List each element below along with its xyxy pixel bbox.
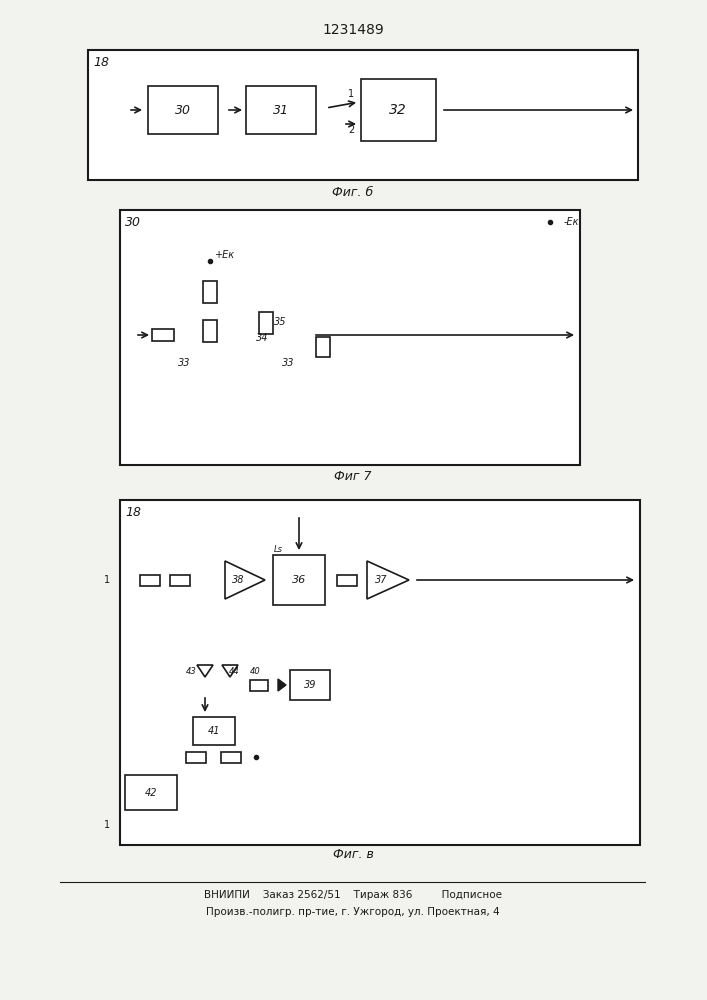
Text: 30: 30 — [175, 104, 191, 116]
Text: 44: 44 — [228, 666, 240, 676]
Polygon shape — [225, 561, 265, 599]
Text: 34: 34 — [256, 333, 268, 343]
Text: ВНИИПИ    Заказ 2562/51    Тираж 836         Подписное: ВНИИПИ Заказ 2562/51 Тираж 836 Подписное — [204, 890, 502, 900]
Text: Произв.-полигр. пр-тие, г. Ужгород, ул. Проектная, 4: Произв.-полигр. пр-тие, г. Ужгород, ул. … — [206, 907, 500, 917]
Text: 33: 33 — [177, 358, 190, 368]
Bar — [170, 574, 190, 585]
Text: 35: 35 — [274, 317, 286, 327]
Text: 1: 1 — [104, 820, 110, 830]
Bar — [337, 574, 357, 585]
Bar — [140, 574, 160, 585]
Text: 1: 1 — [104, 575, 110, 585]
Bar — [120, 210, 580, 465]
Text: 41: 41 — [208, 726, 221, 736]
Text: Ls: Ls — [274, 544, 283, 554]
Text: -Eк: -Eк — [564, 217, 580, 227]
Text: 1: 1 — [348, 89, 354, 99]
Bar — [120, 500, 640, 845]
Polygon shape — [367, 561, 409, 599]
Text: +Eк: +Eк — [215, 250, 235, 260]
Text: 2: 2 — [348, 125, 354, 135]
Bar — [186, 752, 206, 762]
Bar — [88, 50, 638, 180]
Text: 36: 36 — [292, 575, 306, 585]
Text: 18: 18 — [125, 506, 141, 520]
Bar — [273, 555, 325, 605]
Text: 38: 38 — [232, 575, 244, 585]
Text: 42: 42 — [145, 788, 157, 798]
Bar — [203, 320, 217, 342]
Text: 18: 18 — [93, 56, 109, 70]
Bar — [316, 337, 330, 357]
Text: Фиг 7: Фиг 7 — [334, 471, 372, 484]
Text: 39: 39 — [304, 680, 316, 690]
Polygon shape — [278, 679, 286, 691]
Text: 30: 30 — [125, 217, 141, 230]
Bar — [290, 670, 330, 700]
Text: Фиг. в: Фиг. в — [332, 848, 373, 861]
Bar — [250, 680, 268, 690]
Bar — [148, 86, 218, 134]
Bar — [193, 717, 235, 745]
Text: 32: 32 — [389, 103, 407, 117]
Bar — [246, 86, 316, 134]
Text: 1231489: 1231489 — [322, 23, 384, 37]
Bar — [221, 752, 241, 762]
Text: 31: 31 — [273, 104, 289, 116]
Bar — [203, 281, 217, 303]
Bar — [152, 329, 174, 341]
Text: 43: 43 — [186, 666, 197, 676]
Bar — [361, 79, 436, 141]
Bar — [125, 775, 177, 810]
Text: 37: 37 — [375, 575, 387, 585]
Text: 33: 33 — [282, 358, 294, 368]
Text: 40: 40 — [250, 666, 260, 676]
Bar — [259, 312, 273, 334]
Text: Фиг. б: Фиг. б — [332, 186, 373, 198]
